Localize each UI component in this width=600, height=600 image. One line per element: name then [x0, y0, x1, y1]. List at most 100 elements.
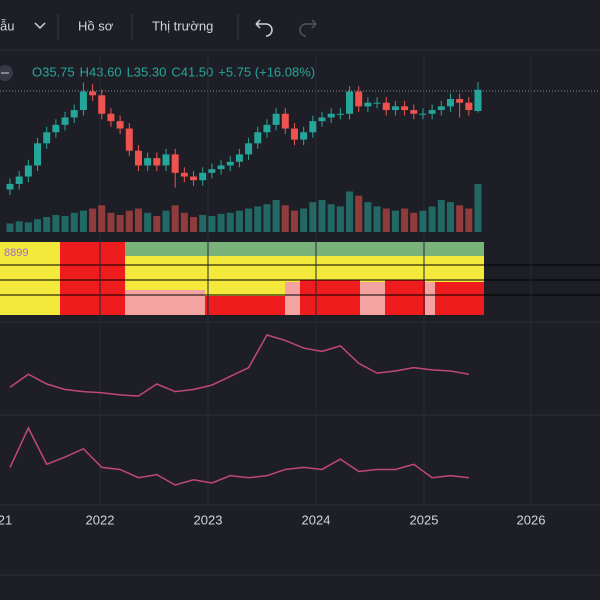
- legend-value: O35.75: [32, 64, 75, 79]
- candle-body: [107, 113, 115, 122]
- candle-body: [419, 113, 427, 115]
- volume-bar: [401, 208, 409, 232]
- volume-bar: [364, 202, 372, 232]
- volume-bar: [15, 221, 23, 232]
- candle-body: [61, 117, 69, 125]
- candle-body: [43, 132, 51, 144]
- volume-bar: [318, 200, 326, 232]
- indicator-line: [9, 426, 469, 486]
- candle-body: [70, 110, 78, 118]
- legend-change: +5.75 (+16.08%): [218, 64, 315, 79]
- volume-bar: [382, 208, 390, 232]
- heatmap-band: [205, 296, 285, 315]
- volume-bar: [245, 208, 253, 232]
- candle-body: [180, 172, 188, 177]
- x-axis-label: 2025: [410, 512, 439, 527]
- candle-body: [116, 121, 124, 129]
- undo-button[interactable]: [255, 19, 273, 37]
- candle-body: [134, 150, 142, 166]
- candle-body: [309, 121, 317, 133]
- candle-body: [281, 113, 289, 129]
- volume-bar: [208, 216, 216, 232]
- volume-bar: [144, 212, 152, 232]
- candle-body: [89, 91, 97, 96]
- candle-body: [437, 106, 445, 111]
- volume-bar: [446, 202, 454, 232]
- volume-bar: [474, 184, 482, 232]
- volume-bar: [6, 223, 14, 232]
- volume-bar: [153, 216, 161, 232]
- redo-button[interactable]: [299, 19, 317, 37]
- x-axis-label: 2024: [302, 512, 331, 527]
- indicator-label: 8899: [4, 247, 28, 259]
- volume-bar: [24, 222, 32, 232]
- volume-bar: [428, 206, 436, 232]
- market-button[interactable]: Thị trường: [152, 18, 213, 33]
- volume-bar: [226, 212, 234, 232]
- x-axis-label: 2023: [194, 512, 223, 527]
- volume-bar: [327, 204, 335, 232]
- candle-body: [245, 143, 253, 155]
- candle-body: [52, 124, 60, 133]
- dropdown-chevron[interactable]: [34, 22, 46, 30]
- volume-bar: [52, 214, 60, 232]
- volume-bar: [79, 210, 87, 232]
- candle-body: [79, 91, 87, 111]
- volume-bar: [61, 216, 69, 232]
- candle-body: [410, 110, 418, 114]
- candle-body: [24, 165, 32, 177]
- candle-body: [290, 128, 298, 140]
- volume-bar: [336, 206, 344, 232]
- heatmap-band: [435, 282, 484, 315]
- volume-bar: [263, 204, 271, 232]
- candle-body: [6, 183, 14, 190]
- heatmap-band: [385, 280, 425, 315]
- volume-bar: [162, 210, 170, 232]
- x-axis-label: 2022: [86, 512, 115, 527]
- candle-body: [474, 89, 482, 111]
- candle-body: [34, 143, 42, 166]
- candle-body: [373, 102, 381, 104]
- legend-value: L35.30: [127, 64, 167, 79]
- volume-bar: [70, 212, 78, 232]
- candle-body: [190, 176, 198, 181]
- volume-bar: [199, 214, 207, 232]
- candle-body: [153, 158, 161, 166]
- candle-body: [318, 117, 326, 122]
- volume-bar: [373, 206, 381, 232]
- candle-body: [263, 124, 271, 133]
- indicator-line: [9, 334, 469, 397]
- candle-body: [327, 113, 335, 118]
- layout-button[interactable]: ẫu: [0, 18, 14, 33]
- candle-body: [465, 102, 473, 111]
- candle-body: [336, 113, 344, 115]
- legend-value: C41.50: [171, 64, 213, 79]
- volume-bar: [89, 208, 97, 232]
- volume-bar: [419, 210, 427, 232]
- candle-body: [382, 102, 390, 111]
- toolbar: [0, 0, 600, 50]
- candle-body: [300, 132, 308, 140]
- candle-body: [125, 128, 133, 151]
- candle-body: [272, 113, 280, 125]
- candle-body: [144, 158, 152, 166]
- candle-body: [446, 98, 454, 107]
- candle-body: [226, 161, 234, 166]
- candle-body: [364, 102, 372, 107]
- volume-bar: [134, 208, 142, 232]
- volume-bar: [437, 200, 445, 232]
- volume-bar: [391, 210, 399, 232]
- volume-bar: [456, 205, 464, 232]
- profile-button[interactable]: Hồ sơ: [78, 18, 114, 33]
- volume-bar: [116, 214, 124, 232]
- candle-body: [428, 110, 436, 114]
- x-axis-label: 21: [0, 512, 12, 527]
- candle-body: [456, 98, 464, 103]
- volume-bar: [34, 219, 42, 232]
- candle-body: [346, 91, 354, 114]
- heatmap-band: [125, 242, 484, 256]
- volume-bar: [465, 208, 473, 232]
- volume-bar: [309, 202, 317, 232]
- x-axis-label: 2026: [517, 512, 546, 527]
- candle-body: [98, 95, 106, 114]
